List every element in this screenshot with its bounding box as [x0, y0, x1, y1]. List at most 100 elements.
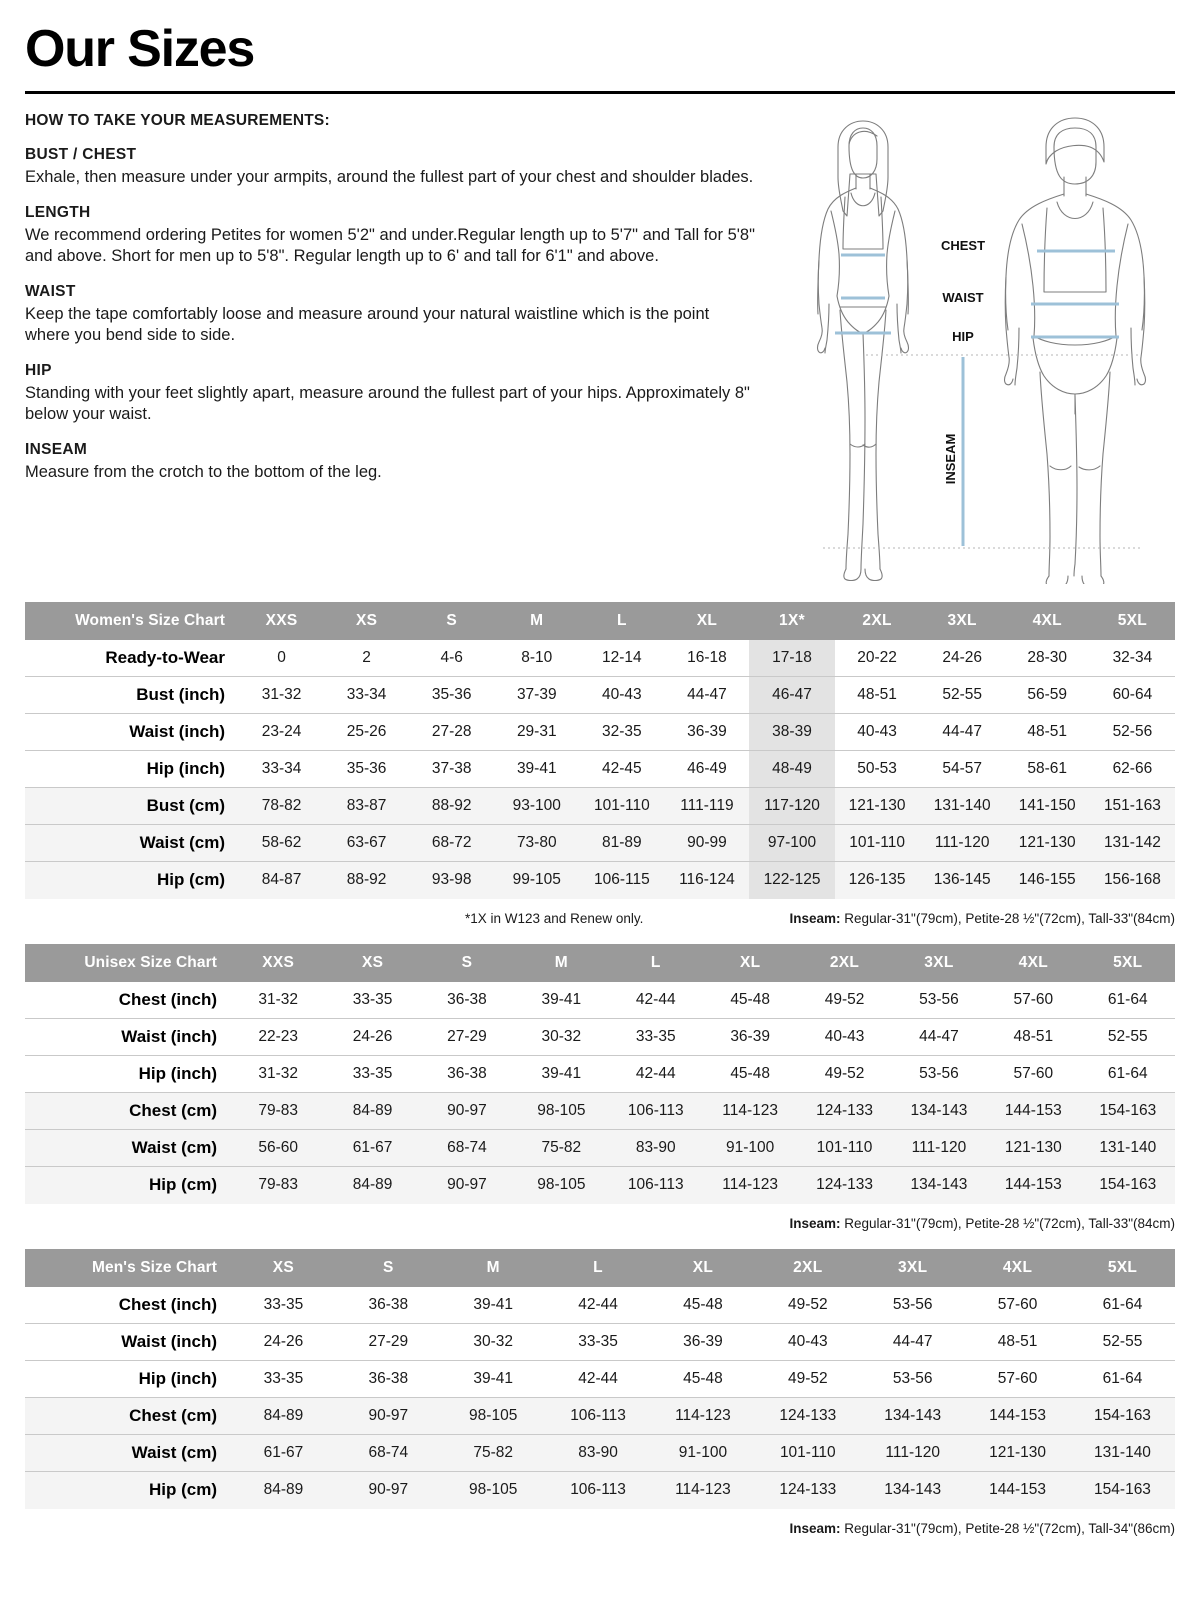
unisex-size-table: Unisex Size Chart XXS XS S M L XL 2XL 3X…: [25, 943, 1175, 1204]
cell: 124-133: [755, 1471, 861, 1509]
cell: 33-35: [608, 1018, 703, 1057]
cell: 16-18: [664, 639, 750, 678]
cell: 90-97: [335, 1397, 441, 1436]
cell: 61-64: [1070, 1286, 1175, 1325]
table-row: Waist (cm) 61-67 68-74 75-82 83-90 91-10…: [25, 1434, 1175, 1473]
column-header-xs: XS: [324, 601, 410, 640]
footnote-inseam-label: Inseam:: [789, 910, 841, 926]
cell: 121-130: [1004, 824, 1090, 863]
cell: 146-155: [1004, 861, 1090, 899]
cell: 90-99: [664, 824, 750, 863]
cell: 83-87: [324, 787, 410, 826]
cell: 24-26: [231, 1323, 336, 1362]
cell: 73-80: [494, 824, 580, 863]
column-header-3xl: 3XL: [919, 601, 1005, 640]
row-label: Bust (inch): [25, 676, 239, 715]
cell: 27-29: [335, 1323, 441, 1362]
cell: 83-90: [545, 1434, 651, 1473]
table-row: Hip (cm) 79-83 84-89 90-97 98-105 106-11…: [25, 1166, 1175, 1204]
column-header-l: L: [579, 601, 665, 640]
column-header-xl: XL: [702, 943, 798, 982]
cell: 124-133: [797, 1092, 892, 1131]
cell: 154-163: [1070, 1471, 1175, 1509]
instruction-body: Keep the tape comfortably loose and meas…: [25, 304, 710, 345]
cell: 23-24: [239, 713, 325, 752]
cell: 30-32: [440, 1323, 546, 1362]
row-label: Hip (cm): [25, 861, 239, 899]
cell: 90-97: [419, 1092, 515, 1131]
cell: 68-74: [335, 1434, 441, 1473]
cell: 61-67: [325, 1129, 420, 1168]
cell: 106-113: [608, 1092, 703, 1131]
cell: 40-43: [755, 1323, 861, 1362]
table-head: Women's Size Chart XXS XS S M L XL 1X* 2…: [25, 601, 1175, 640]
mens-size-table: Men's Size Chart XS S M L XL 2XL 3XL 4XL…: [25, 1248, 1175, 1509]
cell: 33-34: [239, 750, 325, 789]
table-row: Hip (cm) 84-89 90-97 98-105 106-113 114-…: [25, 1471, 1175, 1509]
cell: 8-10: [494, 639, 580, 678]
row-label: Chest (inch): [25, 981, 231, 1020]
table-header-row: Unisex Size Chart XXS XS S M L XL 2XL 3X…: [25, 943, 1175, 982]
cell: 154-163: [1070, 1397, 1175, 1436]
cell: 35-36: [324, 750, 410, 789]
table-title-cell: Men's Size Chart: [25, 1248, 231, 1287]
row-label: Waist (cm): [25, 824, 239, 863]
cell: 42-44: [608, 1055, 703, 1094]
cell: 36-38: [419, 1055, 515, 1094]
cell: 20-22: [834, 639, 920, 678]
cell: 98-105: [440, 1471, 546, 1509]
table-body: Chest (inch) 33-35 36-38 39-41 42-44 45-…: [25, 1286, 1175, 1509]
column-header-xxs: XXS: [239, 601, 325, 640]
cell: 117-120: [749, 787, 835, 826]
table-row: Chest (cm) 79-83 84-89 90-97 98-105 106-…: [25, 1092, 1175, 1131]
table-title-cell: Women's Size Chart: [25, 601, 239, 640]
cell: 33-35: [231, 1286, 336, 1325]
cell: 56-59: [1004, 676, 1090, 715]
cell: 134-143: [860, 1471, 966, 1509]
cell: 33-35: [325, 1055, 420, 1094]
cell: 49-52: [797, 981, 892, 1020]
cell: 49-52: [755, 1286, 861, 1325]
cell: 106-115: [579, 861, 665, 899]
cell: 88-92: [324, 861, 410, 899]
cell: 124-133: [755, 1397, 861, 1436]
cell: 35-36: [409, 676, 495, 715]
table-row: Chest (inch) 33-35 36-38 39-41 42-44 45-…: [25, 1286, 1175, 1325]
cell: 52-55: [1070, 1323, 1175, 1362]
column-header-3xl: 3XL: [891, 943, 987, 982]
column-header-5xl: 5XL: [1080, 943, 1175, 982]
cell: 154-163: [1080, 1092, 1175, 1131]
cell: 98-105: [440, 1397, 546, 1436]
cell: 131-142: [1089, 824, 1175, 863]
column-header-2xl: 2XL: [755, 1248, 861, 1287]
instruction-title: LENGTH: [25, 203, 91, 221]
cell: 57-60: [965, 1286, 1070, 1325]
footnote-1x-note: *1X in W123 and Renew only.: [465, 910, 644, 926]
instruction-title: WAIST: [25, 282, 76, 300]
row-label: Hip (cm): [25, 1166, 231, 1204]
table-row: Chest (cm) 84-89 90-97 98-105 106-113 11…: [25, 1397, 1175, 1436]
cell: 54-57: [919, 750, 1005, 789]
column-header-xs: XS: [231, 1248, 336, 1287]
cell: 53-56: [860, 1360, 966, 1399]
cell: 131-140: [1070, 1434, 1175, 1473]
table-row: Hip (inch) 33-34 35-36 37-38 39-41 42-45…: [25, 750, 1175, 789]
cell: 61-64: [1080, 981, 1175, 1020]
inseam-guides: [822, 354, 1140, 549]
cell: 40-43: [797, 1018, 892, 1057]
column-header-xl: XL: [664, 601, 750, 640]
cell: 56-60: [231, 1129, 326, 1168]
cell: 63-67: [324, 824, 410, 863]
cell: 114-123: [650, 1397, 756, 1436]
row-label: Waist (inch): [25, 1018, 231, 1057]
cell: 45-48: [650, 1286, 756, 1325]
cell: 58-62: [239, 824, 325, 863]
cell: 154-163: [1080, 1166, 1175, 1204]
cell: 31-32: [231, 1055, 326, 1094]
cell: 40-43: [579, 676, 665, 715]
cell: 42-44: [545, 1286, 651, 1325]
cell: 48-51: [965, 1323, 1070, 1362]
cell: 106-113: [545, 1397, 651, 1436]
cell: 84-89: [231, 1471, 336, 1509]
